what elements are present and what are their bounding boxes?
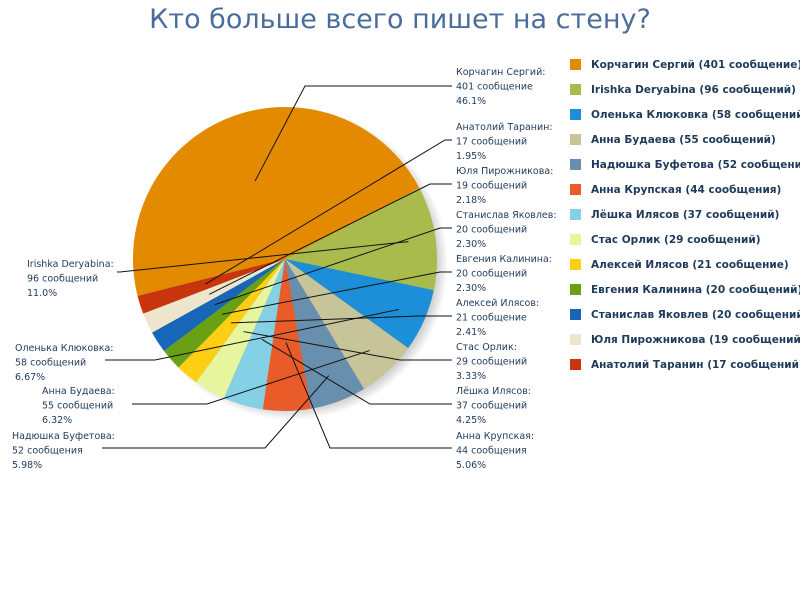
pie-slice: [163, 259, 285, 368]
legend-swatch: [570, 284, 581, 295]
legend-item: Станислав Яковлев (20 сообщений): [570, 302, 800, 327]
legend-label: Анна Крупская (44 сообщения): [591, 183, 782, 196]
leader-line: [117, 241, 409, 273]
legend-label: Irishka Deryabina (96 сообщений): [591, 83, 796, 96]
legend-label: Евгения Калинина (20 сообщений): [591, 283, 800, 296]
chart-title: Кто больше всего пишет на стену?: [149, 4, 651, 35]
data-label: Анна Крупская: 44 сообщения 5.06%: [456, 431, 534, 471]
leader-line: [205, 139, 452, 285]
legend-label: Анна Будаева (55 сообщений): [591, 133, 776, 146]
leader-line: [222, 271, 452, 315]
legend-item: Надюшка Буфетова (52 сообщения): [570, 152, 800, 177]
legend-swatch: [570, 109, 581, 120]
data-label: Станислав Яковлев: 20 сообщений 2.30%: [456, 210, 557, 250]
legend: Корчагин Сергий (401 сообщение) Irishka D…: [570, 52, 800, 377]
legend-swatch: [570, 59, 581, 70]
pie-slice: [133, 106, 420, 296]
data-label: Юля Пирожникова: 19 сообщений 2.18%: [456, 166, 553, 206]
legend-swatch: [570, 84, 581, 95]
legend-swatch: [570, 159, 581, 170]
leader-line: [102, 375, 330, 449]
legend-item: Оленька Клюковка (58 сообщений): [570, 102, 800, 127]
pie-slice: [223, 259, 285, 410]
legend-swatch: [570, 184, 581, 195]
legend-swatch: [570, 209, 581, 220]
legend-item: Анна Крупская (44 сообщения): [570, 177, 798, 202]
data-label: Анатолий Таранин: 17 сообщений 1.95%: [456, 122, 553, 162]
pie-slice: [137, 259, 285, 314]
legend-item: Irishka Deryabina (96 сообщений): [570, 77, 798, 102]
legend-label: Юля Пирожникова (19 сообщений): [591, 333, 800, 346]
legend-item: Корчагин Сергий (401 сообщение): [570, 52, 800, 77]
data-label: Алексей Илясов: 21 сообщение 2.41%: [456, 298, 539, 338]
pie-slice: [285, 259, 434, 349]
legend-label: Стас Орлик (29 сообщений): [591, 233, 761, 246]
pie-slice: [285, 187, 437, 291]
legend-label: Анатолий Таранин (17 сообщений): [591, 358, 800, 371]
legend-label: Оленька Клюковка (58 сообщений): [591, 108, 800, 121]
leader-line: [254, 85, 452, 182]
legend-swatch: [570, 234, 581, 245]
leader-line: [261, 338, 452, 405]
legend-item: Алексей Илясов (21 сообщение): [570, 252, 798, 277]
legend-item: Юля Пирожникова (19 сообщений): [570, 327, 800, 352]
data-label: Евгения Калинина: 20 сообщений 2.30%: [456, 254, 552, 294]
legend-swatch: [570, 134, 581, 145]
legend-label: Станислав Яковлев (20 сообщений): [591, 308, 800, 321]
leader-line: [231, 315, 452, 324]
data-label: Irishka Deryabina: 96 сообщений 11.0%: [27, 259, 114, 299]
pie-slice: [143, 259, 285, 333]
leader-line: [285, 342, 452, 449]
legend-label: Лёшка Илясов (37 сообщений): [591, 208, 780, 221]
legend-swatch: [570, 334, 581, 345]
leader-line: [214, 227, 452, 306]
legend-item: Анна Будаева (55 сообщений): [570, 127, 798, 152]
legend-swatch: [570, 359, 581, 370]
legend-swatch: [570, 309, 581, 320]
legend-label: Корчагин Сергий (401 сообщение): [591, 58, 800, 71]
leader-line: [132, 350, 370, 405]
legend-label: Надюшка Буфетова (52 сообщения): [591, 158, 800, 171]
pie-slice: [196, 259, 285, 399]
legend-label: Алексей Илясов (21 сообщение): [591, 258, 789, 271]
legend-item: Стас Орлик (29 сообщений): [570, 227, 798, 252]
data-label: Стас Орлик: 29 сообщений 3.33%: [456, 342, 527, 382]
data-label: Лёшка Илясов: 37 сообщений 4.25%: [456, 386, 531, 426]
leader-line: [243, 331, 452, 361]
data-label: Надюшка Буфетова: 52 сообщения 5.98%: [12, 431, 115, 471]
data-label: Корчагин Сергий: 401 сообщение 46.1%: [456, 67, 545, 107]
legend-item: Анатолий Таранин (17 сообщений): [570, 352, 800, 377]
leader-line: [209, 183, 452, 295]
legend-item: Евгения Калинина (20 сообщений): [570, 277, 800, 302]
data-label: Оленька Клюковка: 58 сообщений 6.67%: [15, 343, 114, 383]
legend-item: Лёшка Илясов (37 сообщений): [570, 202, 798, 227]
legend-swatch: [570, 259, 581, 270]
pie-slice: [151, 259, 285, 351]
leader-line: [105, 308, 400, 361]
data-label: Анна Будаева: 55 сообщений 6.32%: [42, 386, 115, 426]
